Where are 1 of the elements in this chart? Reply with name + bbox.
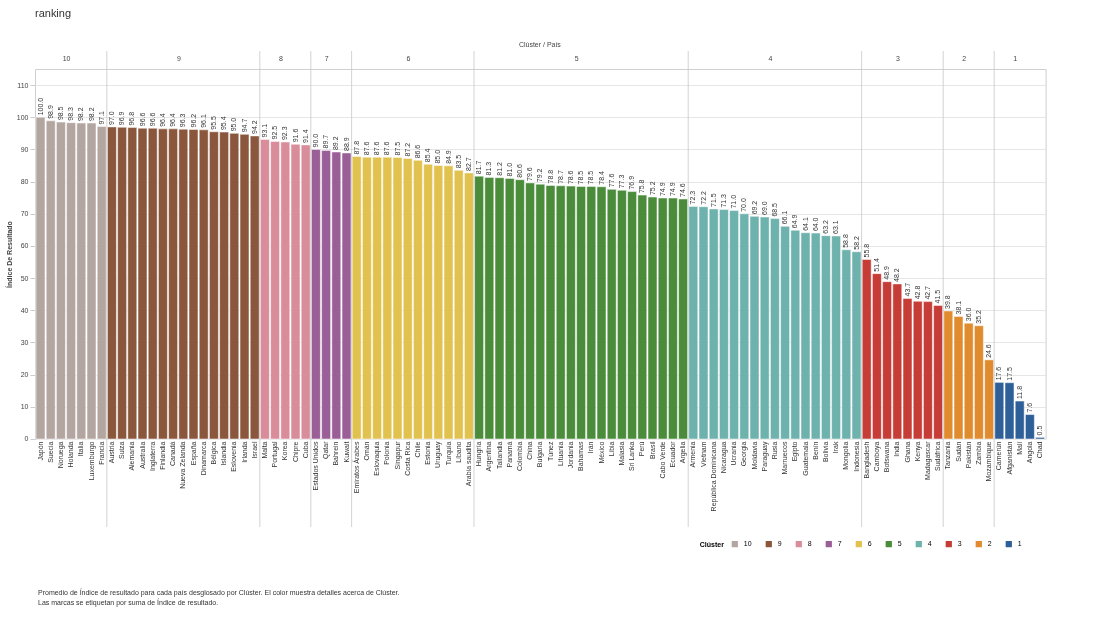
chart-title: ranking [35,7,72,19]
